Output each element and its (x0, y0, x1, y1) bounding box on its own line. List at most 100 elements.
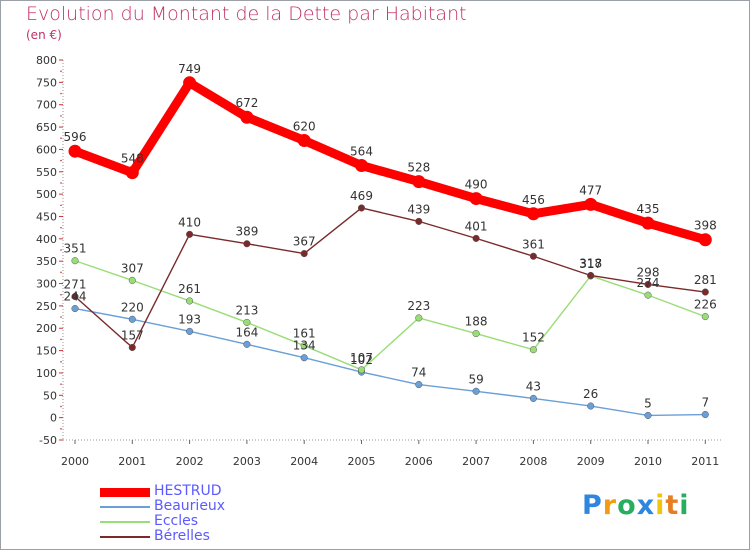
data-label: 152 (522, 331, 545, 345)
data-point (71, 292, 79, 301)
series-line-eccles (74, 260, 706, 371)
x-tick-label: 2007 (462, 455, 490, 468)
data-point (128, 315, 136, 323)
data-label: 7 (701, 396, 709, 410)
data-point (415, 381, 423, 389)
data-point (415, 314, 423, 322)
y-minor-tick (60, 137, 62, 140)
data-label: 490 (465, 178, 488, 192)
data-label: 435 (637, 202, 660, 216)
data-label: 398 (694, 219, 717, 233)
x-tick-label: 2004 (290, 455, 318, 468)
logo-letter: r (602, 490, 618, 521)
data-label: 213 (235, 303, 258, 317)
data-label: 367 (293, 235, 316, 249)
y-tick-label: 800 (36, 54, 57, 67)
data-point (186, 230, 194, 238)
data-point (472, 234, 480, 242)
data-point (357, 204, 366, 212)
data-point (243, 318, 251, 326)
data-point (68, 144, 82, 158)
logo-letter: o (617, 490, 637, 521)
data-point (300, 354, 308, 362)
data-label: 317 (579, 257, 602, 271)
data-point (355, 159, 368, 173)
data-label: 318 (579, 256, 602, 270)
y-minor-tick (60, 115, 62, 117)
data-label: 564 (350, 145, 373, 159)
y-tick-label: 700 (36, 99, 57, 112)
series-beaurieux (71, 305, 709, 419)
data-label: 271 (64, 277, 87, 291)
data-label: 351 (64, 242, 87, 256)
x-tick-label: 2002 (176, 455, 204, 468)
y-tick-label: 350 (36, 255, 57, 268)
y-minor-tick (60, 70, 62, 72)
data-point (183, 76, 197, 90)
data-point (357, 366, 366, 374)
proxiti-logo: Proxiti (582, 490, 690, 521)
legend-swatch (100, 536, 150, 538)
data-label: 274 (637, 276, 660, 290)
series-line-hestrud (73, 78, 707, 245)
data-label: 261 (178, 282, 201, 296)
y-minor-tick (60, 316, 62, 318)
chart-title: Evolution du Montant de la Dette par Hab… (26, 3, 467, 25)
data-label: 5 (644, 396, 652, 410)
y-tick-label: 150 (36, 345, 57, 358)
legend-swatch (100, 487, 150, 497)
data-label: 220 (121, 300, 144, 314)
x-tick-label: 2011 (691, 455, 719, 468)
data-point (644, 280, 652, 288)
data-label: 43 (526, 379, 541, 393)
data-label: 244 (64, 290, 87, 304)
y-tick-label: 0 (50, 412, 57, 425)
data-label: 188 (465, 315, 488, 329)
legend-swatch (100, 506, 150, 508)
data-point (412, 175, 426, 189)
axes: -50 0 50 100 150 200 250 300 350 400 450 500 550 600 6… (36, 54, 722, 468)
y-tick-label: 650 (36, 121, 57, 134)
data-label: 134 (293, 339, 316, 353)
y-minor-tick (60, 271, 62, 274)
data-point (297, 133, 311, 147)
data-point (243, 240, 251, 248)
data-point (186, 327, 194, 335)
data-point (472, 387, 480, 395)
data-point (128, 276, 136, 284)
series-b-relles (71, 204, 709, 352)
data-point (587, 271, 595, 280)
x-tick-label: 2006 (405, 455, 433, 468)
y-tick-label: -50 (39, 434, 57, 447)
data-label: 620 (293, 119, 316, 133)
y-tick-label: 750 (36, 76, 57, 89)
data-label: 74 (411, 366, 426, 380)
data-label: 361 (522, 237, 545, 251)
y-tick-label: 500 (36, 188, 57, 201)
y-minor-tick (60, 249, 62, 251)
data-point (529, 346, 537, 354)
data-label: 389 (235, 225, 258, 239)
y-tick-label: 550 (36, 166, 57, 179)
data-point (415, 217, 423, 225)
y-tick-label: 400 (36, 233, 57, 246)
legend-label: Bérelles (154, 528, 210, 544)
logo-letter: P (582, 490, 603, 521)
logo-letter: i (655, 490, 666, 521)
data-label: 469 (350, 189, 373, 203)
series-line-b-relles (74, 207, 706, 349)
data-label: 26 (583, 387, 598, 401)
y-minor-tick (60, 405, 62, 408)
data-label: 59 (468, 372, 483, 386)
y-minor-tick (60, 226, 62, 229)
y-minor-tick (60, 428, 62, 430)
logo-letter: t (665, 490, 680, 521)
x-tick-label: 2008 (519, 455, 547, 468)
y-tick-label: 250 (36, 300, 57, 313)
data-point (300, 342, 308, 350)
data-point (529, 394, 537, 402)
data-label: 223 (407, 299, 430, 313)
series-line-beaurieux (74, 307, 706, 417)
data-label: 107 (350, 351, 373, 365)
